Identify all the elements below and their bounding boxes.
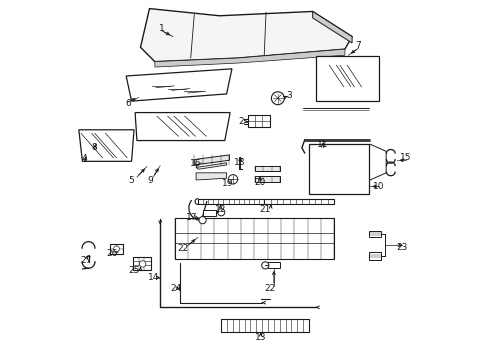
- Polygon shape: [368, 231, 380, 237]
- Polygon shape: [221, 319, 308, 332]
- Circle shape: [199, 217, 206, 224]
- Polygon shape: [264, 199, 333, 204]
- Polygon shape: [135, 113, 230, 140]
- Text: 7: 7: [355, 41, 361, 50]
- Text: 20: 20: [254, 178, 265, 187]
- Text: 4: 4: [81, 154, 87, 163]
- Polygon shape: [110, 244, 123, 253]
- Polygon shape: [155, 49, 344, 67]
- Text: 21: 21: [259, 205, 270, 214]
- Polygon shape: [254, 176, 280, 182]
- Text: 10: 10: [372, 182, 384, 191]
- Text: 1: 1: [159, 24, 164, 33]
- Polygon shape: [126, 69, 231, 101]
- Polygon shape: [79, 130, 134, 161]
- Text: 23: 23: [396, 243, 407, 252]
- Polygon shape: [312, 12, 351, 43]
- Polygon shape: [247, 116, 269, 127]
- Text: 19: 19: [222, 179, 233, 188]
- Circle shape: [271, 92, 284, 105]
- Text: 17: 17: [185, 213, 197, 222]
- Text: 14: 14: [148, 273, 160, 282]
- Text: 22: 22: [264, 284, 275, 293]
- Text: 26: 26: [106, 249, 117, 258]
- Circle shape: [217, 209, 224, 216]
- Text: 25: 25: [128, 266, 140, 275]
- Text: 9: 9: [147, 176, 153, 185]
- Polygon shape: [203, 211, 215, 216]
- Polygon shape: [132, 257, 150, 270]
- Text: 6: 6: [125, 99, 131, 108]
- Polygon shape: [140, 9, 351, 62]
- Text: 3: 3: [285, 90, 291, 99]
- Polygon shape: [194, 155, 229, 165]
- Text: 22: 22: [177, 244, 188, 253]
- Text: 15: 15: [399, 153, 411, 162]
- Polygon shape: [198, 199, 264, 204]
- Polygon shape: [196, 163, 226, 169]
- Circle shape: [139, 261, 145, 267]
- Circle shape: [113, 246, 119, 252]
- Text: 24: 24: [170, 284, 181, 293]
- Text: 27: 27: [80, 256, 91, 265]
- Text: 16: 16: [189, 159, 201, 168]
- Polygon shape: [316, 56, 378, 101]
- Text: 18: 18: [234, 158, 245, 167]
- Text: 2: 2: [238, 117, 243, 126]
- Polygon shape: [267, 262, 280, 268]
- Polygon shape: [308, 144, 368, 194]
- Polygon shape: [174, 218, 333, 259]
- Text: 11: 11: [316, 140, 328, 149]
- Polygon shape: [196, 173, 226, 180]
- Circle shape: [261, 262, 268, 269]
- Text: 8: 8: [92, 143, 97, 152]
- Polygon shape: [368, 252, 380, 260]
- Circle shape: [228, 175, 237, 184]
- Polygon shape: [254, 166, 280, 171]
- Text: 12: 12: [214, 205, 225, 214]
- Text: 13: 13: [254, 333, 266, 342]
- Text: 5: 5: [128, 176, 133, 185]
